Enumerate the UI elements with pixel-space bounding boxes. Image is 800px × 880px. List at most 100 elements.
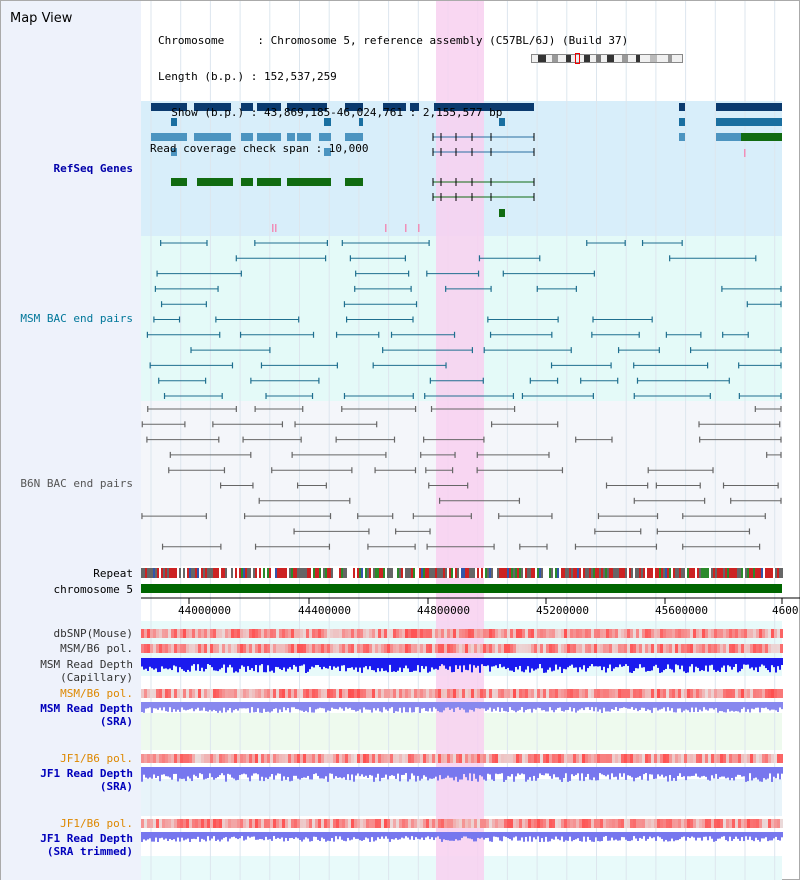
pol-cell <box>261 819 264 828</box>
pol-cell <box>690 629 693 638</box>
depth-bar <box>733 658 735 667</box>
pol-cell <box>501 754 504 763</box>
pol-cell <box>564 644 567 653</box>
depth-bar <box>179 658 181 668</box>
depth-bar <box>221 832 223 840</box>
pol-cell <box>732 819 735 828</box>
depth-bar <box>573 767 575 777</box>
depth-bar <box>777 702 779 713</box>
pol-cell <box>297 644 300 653</box>
pol-cell <box>471 754 474 763</box>
depth-bar <box>505 702 507 712</box>
depth-bar <box>685 832 687 841</box>
pol-cell <box>762 819 765 828</box>
depth-bar <box>223 832 225 838</box>
pol-cell <box>525 629 528 638</box>
repeat-mark <box>307 568 309 578</box>
depth-bar <box>779 702 781 708</box>
repeat-mark <box>635 568 637 578</box>
depth-bar <box>219 767 221 776</box>
pol-cell <box>327 754 330 763</box>
pol-cell <box>639 629 642 638</box>
pol-cell <box>504 689 507 698</box>
repeat-mark <box>193 568 195 578</box>
depth-bar <box>761 658 763 665</box>
gene-exon <box>319 133 331 141</box>
depth-bar <box>389 767 391 776</box>
depth-bar <box>201 767 203 775</box>
pol-cell <box>669 754 672 763</box>
repeat-mark <box>375 568 377 578</box>
depth-bar <box>457 832 459 841</box>
pol-cell <box>447 754 450 763</box>
depth-bar <box>671 658 673 670</box>
depth-bar <box>515 767 517 777</box>
pol-cell <box>321 629 324 638</box>
repeat-mark <box>603 568 605 578</box>
depth-bar <box>155 832 157 838</box>
depth-bar <box>671 832 673 839</box>
depth-bar <box>601 767 603 775</box>
pol-cell <box>153 644 156 653</box>
depth-bar <box>595 658 597 667</box>
chromosome-ideogram[interactable] <box>531 53 683 64</box>
depth-bar <box>693 658 695 673</box>
pol-cell <box>525 689 528 698</box>
repeat-mark <box>463 568 465 578</box>
pol-cell <box>543 629 546 638</box>
pol-cell <box>450 819 453 828</box>
depth-bar <box>253 767 255 774</box>
pol-cell <box>183 629 186 638</box>
pol-cell <box>381 629 384 638</box>
depth-bar <box>605 702 607 712</box>
depth-bar <box>239 767 241 776</box>
pol-cell <box>516 629 519 638</box>
depth-bar <box>183 658 185 671</box>
depth-bar <box>457 767 459 782</box>
depth-bar <box>295 767 297 776</box>
depth-bar <box>733 832 735 839</box>
pol-cell <box>627 689 630 698</box>
depth-bar <box>329 832 331 842</box>
depth-bar <box>169 702 171 708</box>
pol-cell <box>528 754 531 763</box>
pol-cell <box>765 629 768 638</box>
depth-bar <box>387 658 389 673</box>
depth-bar <box>445 832 447 841</box>
depth-bar <box>697 767 699 777</box>
pol-cell <box>180 689 183 698</box>
depth-bar <box>227 767 229 774</box>
pol-cell <box>396 819 399 828</box>
pol-cell <box>591 629 594 638</box>
depth-bar <box>197 658 199 665</box>
depth-bar <box>601 832 603 842</box>
pol-cell <box>552 644 555 653</box>
pol-cell <box>420 819 423 828</box>
depth-bar <box>633 832 635 837</box>
gene-exon <box>151 133 187 141</box>
pol-cell <box>711 819 714 828</box>
depth-bar <box>273 658 275 673</box>
pol-cell <box>417 644 420 653</box>
depth-bar <box>593 702 595 712</box>
depth-bar <box>377 767 379 774</box>
pol-cell <box>705 689 708 698</box>
depth-bar <box>771 767 773 782</box>
depth-bar <box>619 767 621 774</box>
pol-cell <box>612 644 615 653</box>
depth-bar <box>747 658 749 665</box>
pol-cell <box>534 754 537 763</box>
pol-cell <box>771 644 774 653</box>
pol-cell <box>723 644 726 653</box>
repeat-mark <box>315 568 317 578</box>
depth-bar <box>463 767 465 775</box>
pol-cell <box>561 644 564 653</box>
pol-cell <box>654 689 657 698</box>
depth-bar <box>771 702 773 710</box>
pol-cell <box>516 754 519 763</box>
repeat-mark <box>515 568 517 578</box>
pol-cell <box>588 754 591 763</box>
depth-bar <box>485 702 487 711</box>
pol-cell <box>435 754 438 763</box>
